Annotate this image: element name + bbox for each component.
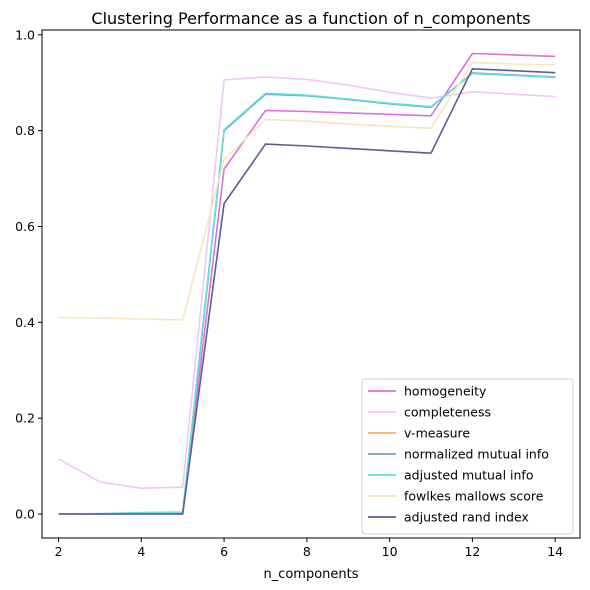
- series-line-2: [58, 76, 556, 490]
- legend-box: [361, 378, 574, 535]
- legend-label: completeness: [404, 405, 491, 420]
- legend: homogeneity completeness v-measure normaliz…: [361, 378, 574, 535]
- y-tick-label: 0.2: [15, 411, 35, 426]
- x-tick-label: 10: [382, 544, 398, 559]
- y-tick-label: 0.8: [15, 123, 35, 138]
- x-tick-label: 2: [55, 544, 63, 559]
- tick-layer: 2 4 6 8 10 12 14 0.0 0.2 0.4 0.6 0.8 1.0: [15, 27, 563, 559]
- x-tick-label: 8: [303, 544, 311, 559]
- legend-label: adjusted mutual info: [404, 468, 533, 483]
- x-tick-label: 12: [464, 544, 480, 559]
- x-tick-label: 14: [547, 544, 563, 559]
- y-tick-label: 0.6: [15, 219, 35, 234]
- legend-label: normalized mutual info: [404, 447, 549, 462]
- y-tick-label: 1.0: [15, 27, 35, 42]
- x-tick-label: 6: [220, 544, 228, 559]
- x-tick-label: 4: [137, 544, 145, 559]
- legend-label: fowlkes mallows score: [404, 489, 544, 504]
- x-axis-title: n_components: [263, 567, 358, 582]
- series-layer: [58, 52, 556, 515]
- series-line-7: [58, 68, 556, 515]
- series-line-5: [58, 72, 556, 515]
- y-tick-label: 0.0: [15, 507, 35, 522]
- legend-label: homogeneity: [404, 384, 487, 399]
- legend-label: v-measure: [404, 426, 470, 441]
- series-line-6: [58, 61, 556, 321]
- y-tick-label: 0.4: [15, 315, 35, 330]
- chart-title: Clustering Performance as a function of …: [91, 9, 530, 29]
- plot-frame: [41, 29, 581, 539]
- legend-label: adjusted rand index: [404, 510, 529, 525]
